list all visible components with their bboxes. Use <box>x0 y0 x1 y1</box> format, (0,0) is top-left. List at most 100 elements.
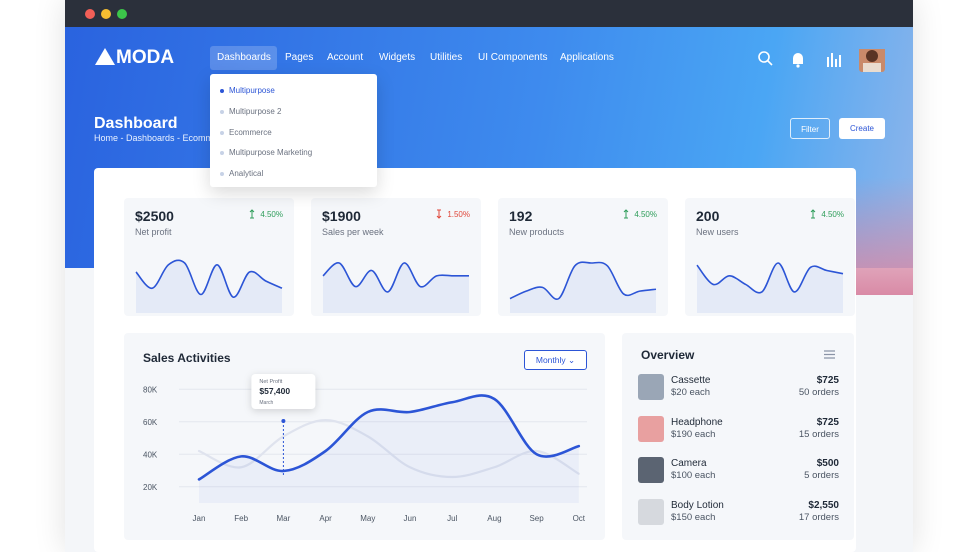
product-total: $2,550 <box>808 499 839 511</box>
product-price: $190 each <box>671 428 716 440</box>
stat-label: New products <box>509 227 565 237</box>
panel-title: Overview <box>641 348 695 362</box>
menu-item[interactable]: Ecommerce <box>229 127 272 137</box>
stat-value: 200 <box>696 208 720 224</box>
tooltip <box>251 374 316 409</box>
x-tick-label: Mar <box>277 514 291 523</box>
sparkline-line <box>322 262 469 293</box>
stat-label: Sales per week <box>322 227 384 237</box>
browser-window: MODA Dashboard Home - Dashboards - Ecomm… <box>65 0 913 552</box>
menu-item[interactable]: Analytical <box>229 169 264 179</box>
product-name: Body Lotion <box>671 499 724 511</box>
product-total: $725 <box>816 416 839 428</box>
dropdown-menu: Multipurpose Multipurpose 2 Ecommerce Multi… <box>210 74 377 187</box>
product-price: $150 each <box>671 511 716 523</box>
nav-item[interactable]: Pages <box>285 52 314 63</box>
minimize-button[interactable] <box>101 9 111 19</box>
sparkline-line <box>135 259 283 298</box>
arrow-shape <box>810 209 816 219</box>
nav-item[interactable]: Account <box>327 52 364 63</box>
stat-value: $2500 <box>135 208 174 224</box>
line-series <box>197 419 580 479</box>
sparkline <box>509 261 657 313</box>
sparkline-area <box>510 262 656 313</box>
create-button[interactable]: Create <box>839 118 885 139</box>
arrow-shape <box>623 209 629 219</box>
stat-value: 192 <box>509 208 533 224</box>
chart: 20K 40K 60K 80K Jan Feb Mar Apr May Jun Jul Aug Sep O… <box>143 374 587 523</box>
tooltip-dot <box>281 419 286 423</box>
x-tick-label: Jan <box>193 514 206 523</box>
product-total: $725 <box>816 375 839 386</box>
sparkline <box>322 262 469 313</box>
product-image <box>638 457 664 483</box>
stat-change: 1.50% <box>447 210 470 219</box>
x-tick-label: Oct <box>573 514 586 523</box>
nav-active <box>210 46 277 70</box>
nav-item[interactable]: UI Components <box>478 52 548 63</box>
stats-icon[interactable] <box>827 53 841 67</box>
arrow-shape <box>249 209 255 219</box>
stat-card: $1900 Sales per week 1.50% <box>311 198 481 316</box>
x-tick-label: Jul <box>447 514 457 523</box>
nav-item[interactable]: Widgets <box>379 52 416 63</box>
area <box>199 395 579 503</box>
y-tick-label: 40K <box>143 450 158 459</box>
tooltip-label: Net Profit <box>259 379 282 385</box>
filter-button[interactable]: Filter <box>790 118 830 139</box>
header-accent <box>853 177 913 295</box>
trend-arrow <box>810 209 816 219</box>
sparkline-line <box>696 262 844 294</box>
brand[interactable]: MODA <box>116 47 175 68</box>
stat-label: New users <box>696 227 739 237</box>
stat-card: 200 New users 4.50% <box>685 198 855 316</box>
stat-card: 192 New products 4.50% <box>498 198 668 316</box>
trend-arrow <box>623 209 629 219</box>
tooltip-period: March <box>259 400 273 406</box>
stat-change: 4.50% <box>260 210 283 219</box>
menu-icon[interactable] <box>824 350 836 359</box>
stat-change: 4.50% <box>821 210 844 219</box>
sparkline-line <box>509 261 657 300</box>
trend-arrow <box>436 209 442 219</box>
avatar[interactable] <box>859 49 885 72</box>
menu-bullet <box>220 89 224 93</box>
bell-icon[interactable] <box>793 53 803 68</box>
nav-item[interactable]: Dashboards <box>217 52 271 63</box>
y-tick-label: 80K <box>143 385 158 394</box>
x-tick-label: Apr <box>319 514 332 523</box>
product-orders: 17 orders <box>798 511 839 523</box>
stat-label: Net profit <box>135 227 172 237</box>
menu-item[interactable]: Multipurpose 2 <box>229 106 282 116</box>
nav-item[interactable]: Utilities <box>430 52 463 63</box>
sparkline-area <box>697 263 843 313</box>
x-tick-label: May <box>360 514 375 523</box>
logo-icon <box>95 48 115 65</box>
menu-item[interactable]: Multipurpose <box>229 86 275 95</box>
stat-change: 4.50% <box>634 210 657 219</box>
menu-bullet <box>220 151 224 156</box>
y-tick-label: 60K <box>143 418 158 427</box>
menu-bullet <box>220 172 224 177</box>
close-button[interactable] <box>85 9 95 19</box>
sparkline <box>135 259 283 313</box>
maximize-button[interactable] <box>117 9 127 19</box>
product-orders: 5 orders <box>804 470 839 481</box>
menu-item[interactable]: Multipurpose Marketing <box>229 148 313 158</box>
search-icon[interactable] <box>758 51 773 66</box>
tooltip-value: $57,400 <box>259 386 290 396</box>
sales-panel: Sales Activities Monthly ⌄ 20K 40K 60K 80K J… <box>124 333 605 540</box>
product-name: Headphone <box>671 416 723 428</box>
x-tick-label: Aug <box>487 514 501 523</box>
toolbar-icons <box>758 49 885 72</box>
period-select[interactable]: Monthly ⌄ <box>524 350 587 370</box>
page-title: Dashboard <box>94 115 178 132</box>
breadcrumb: Home - Dashboards - Ecommerce <box>94 133 231 143</box>
stat-card: $2500 Net profit 4.50% <box>124 198 294 316</box>
product-name: Camera <box>671 458 707 469</box>
x-tick-label: Feb <box>234 514 248 523</box>
nav-item[interactable]: Applications <box>560 52 614 63</box>
sparkline <box>696 262 844 313</box>
sparkline-area <box>136 260 282 313</box>
